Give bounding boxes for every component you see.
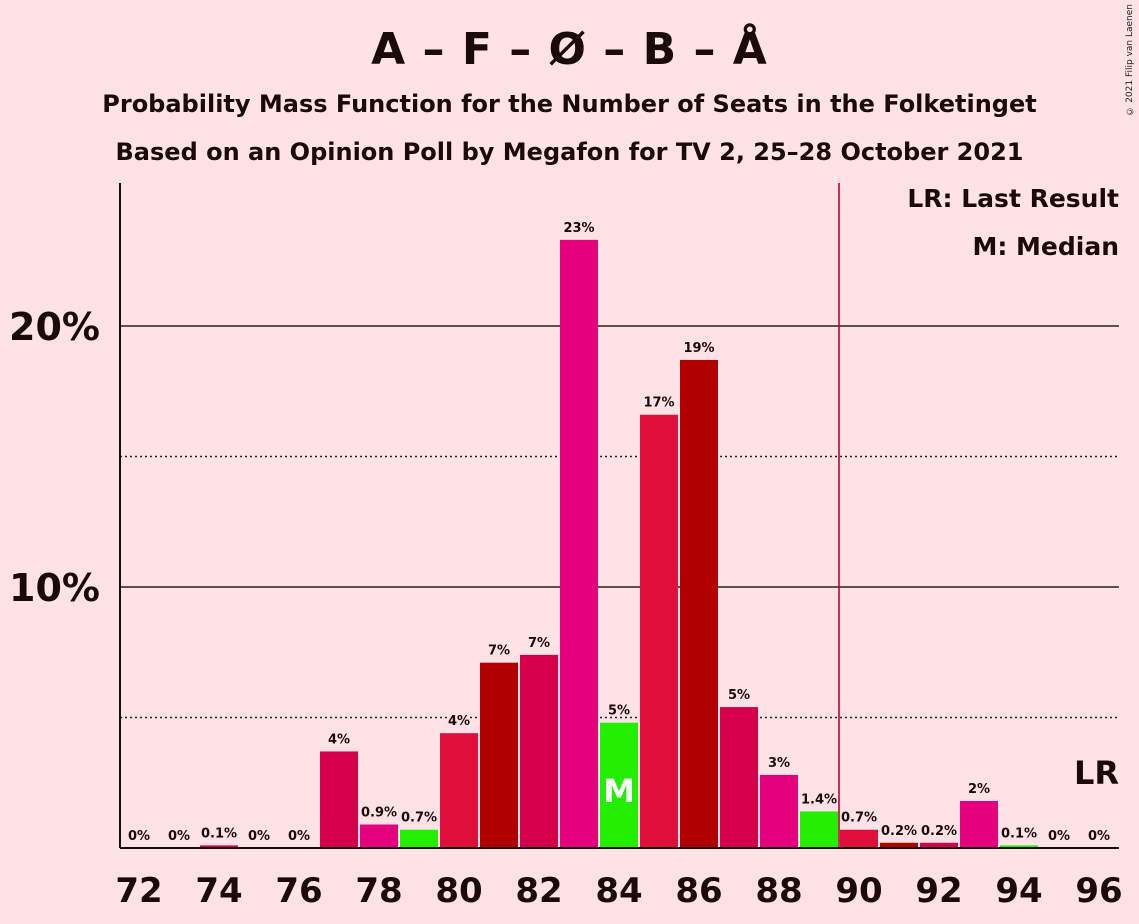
x-tick-label: 90: [835, 871, 882, 911]
bar-label-seat-83: 23%: [563, 221, 594, 236]
bar-label-seat-74: 0.1%: [201, 826, 237, 841]
bar-seat-77: [320, 751, 358, 848]
bar-seat-94: [1000, 845, 1038, 848]
bar-seat-86: [680, 359, 718, 848]
chart-source: Based on an Opinion Poll by Megafon for …: [115, 138, 1024, 166]
bar-label-seat-72: 0%: [128, 829, 150, 844]
bar-seat-80: [440, 733, 478, 848]
bar-label-seat-91: 0.2%: [881, 824, 917, 839]
bar-label-seat-89: 1.4%: [801, 792, 837, 807]
y-tick-label: 10%: [9, 566, 100, 610]
bar-label-seat-93: 2%: [968, 782, 990, 797]
x-tick-label: 96: [1075, 871, 1122, 911]
bar-seat-84: [600, 722, 638, 848]
bar-seat-82: [520, 654, 558, 848]
last-result-marker: LR: [1074, 754, 1119, 792]
bar-label-seat-75: 0%: [248, 829, 270, 844]
bar-seat-81: [480, 662, 518, 848]
x-tick-label: 72: [115, 871, 162, 911]
bar-label-seat-90: 0.7%: [841, 811, 877, 826]
bar-label-seat-79: 0.7%: [401, 811, 437, 826]
bar-seat-74: [200, 845, 238, 848]
bar-label-seat-86: 19%: [683, 341, 714, 356]
bar-seat-83: [560, 239, 598, 848]
bar-label-seat-92: 0.2%: [921, 824, 957, 839]
bar-seat-78: [360, 824, 398, 848]
x-tick-label: 88: [755, 871, 802, 911]
bar-label-seat-78: 0.9%: [361, 806, 397, 821]
legend-last-result: LR: Last Result: [907, 184, 1119, 213]
x-tick-label: 92: [915, 871, 962, 911]
bar-label-seat-80: 4%: [448, 714, 470, 729]
bar-seat-91: [880, 842, 918, 848]
bar-seat-89: [800, 811, 838, 848]
y-tick-label: 20%: [9, 305, 100, 349]
bar-seat-85: [640, 414, 678, 848]
bar-label-seat-77: 4%: [328, 732, 350, 747]
x-tick-label: 94: [995, 871, 1042, 911]
bar-seat-79: [400, 829, 438, 848]
bar-label-seat-85: 17%: [643, 396, 674, 411]
x-tick-label: 82: [515, 871, 562, 911]
x-tick-label: 80: [435, 871, 482, 911]
median-marker: M: [603, 772, 635, 810]
bar-label-seat-82: 7%: [528, 636, 550, 651]
bar-label-seat-88: 3%: [768, 756, 790, 771]
bar-label-seat-96: 0%: [1088, 829, 1110, 844]
bar-seat-93: [960, 801, 998, 848]
bar-label-seat-73: 0%: [168, 829, 190, 844]
chart-subtitle: Probability Mass Function for the Number…: [102, 90, 1037, 118]
bar-label-seat-81: 7%: [488, 644, 510, 659]
bar-label-seat-76: 0%: [288, 829, 310, 844]
chart-title: A – F – Ø – B – Å: [371, 24, 768, 75]
bar-label-seat-87: 5%: [728, 688, 750, 703]
legend-median: M: Median: [972, 232, 1119, 261]
x-tick-label: 76: [275, 871, 322, 911]
x-tick-label: 84: [595, 871, 642, 911]
bar-seat-90: [840, 829, 878, 848]
bar-label-seat-95: 0%: [1048, 829, 1070, 844]
x-tick-label: 86: [675, 871, 722, 911]
x-tick-label: 74: [195, 871, 242, 911]
x-tick-label: 78: [355, 871, 402, 911]
bar-label-seat-94: 0.1%: [1001, 826, 1037, 841]
bar-seat-88: [760, 774, 798, 848]
bar-seat-92: [920, 842, 958, 848]
bar-label-seat-84: 5%: [608, 704, 630, 719]
bar-seat-87: [720, 707, 758, 848]
